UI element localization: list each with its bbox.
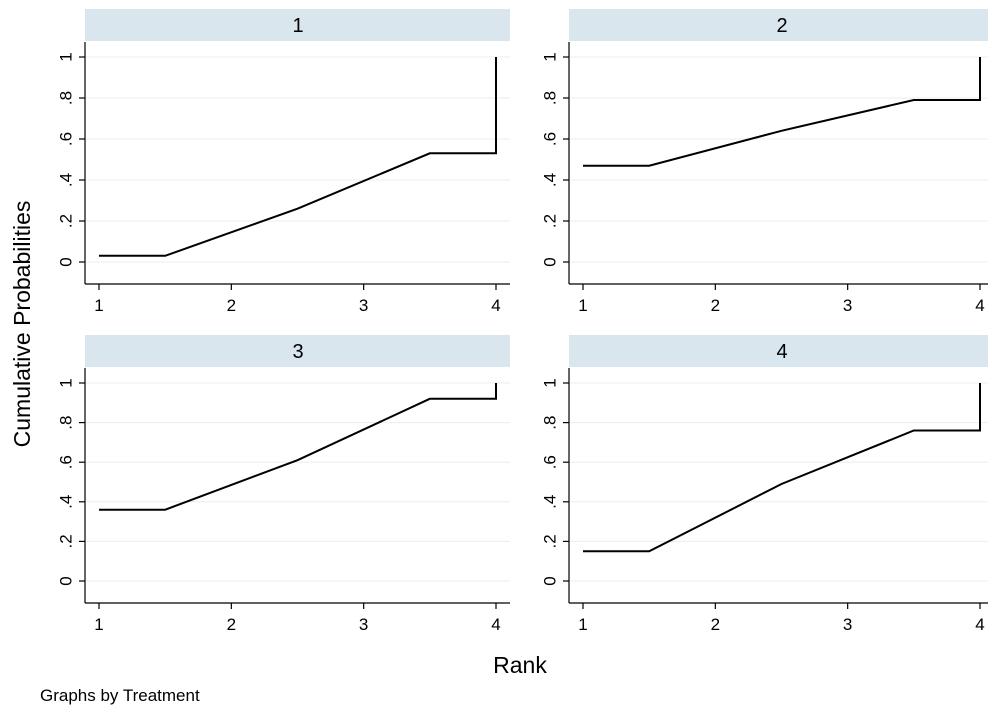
panel-strip [569, 9, 988, 41]
y-tick-label: 0 [57, 576, 76, 585]
cumulative-line [99, 57, 497, 257]
x-tick-label: 1 [94, 615, 103, 634]
y-tick-label: .6 [541, 132, 560, 146]
panel-3: 3 0 .2 .4 .6 .8 1 1 2 3 4 [57, 335, 510, 634]
cumulative-line [583, 383, 981, 553]
panel-2: 2 0 .2 .4 .6 .8 1 1 2 3 4 [541, 9, 988, 315]
y-tick-label: 0 [57, 257, 76, 266]
y-axis-title: Cumulative Probabilities [9, 201, 35, 448]
y-tick-label: .2 [57, 214, 76, 228]
panels-layer: 1 0 .2 .4 .6 .8 1 1 2 3 4 2 0 .2 .4 .6 .8 1 1 2 3 4 3 0 .2 .4 .6 .8… [57, 9, 988, 634]
x-tick-label: 3 [843, 296, 852, 315]
panel-title: 4 [776, 341, 787, 363]
y-tick-label: .8 [541, 91, 560, 105]
x-tick-label: 4 [491, 296, 500, 315]
x-tick-label: 3 [359, 296, 368, 315]
y-tick-label: .4 [541, 173, 560, 187]
y-tick-label: 0 [541, 576, 560, 585]
panel-strip [85, 335, 510, 367]
y-tick-label: .2 [541, 214, 560, 228]
y-tick-label: .2 [57, 534, 76, 548]
x-tick-label: 3 [359, 615, 368, 634]
x-tick-label: 4 [491, 615, 500, 634]
y-tick-label: .4 [57, 173, 76, 187]
x-tick-label: 1 [578, 615, 587, 634]
x-tick-label: 4 [975, 615, 984, 634]
panel-1: 1 0 .2 .4 .6 .8 1 1 2 3 4 [57, 9, 510, 315]
y-tick-label: .6 [541, 455, 560, 469]
panel-title: 2 [776, 15, 787, 37]
x-tick-label: 2 [711, 296, 720, 315]
y-tick-label: 1 [57, 52, 76, 61]
x-tick-label: 2 [227, 296, 236, 315]
y-tick-label: .8 [57, 416, 76, 430]
y-tick-label: .6 [57, 132, 76, 146]
panel-strip [85, 9, 510, 41]
graphs-by-note: Graphs by Treatment [40, 686, 200, 705]
y-tick-label: 1 [541, 52, 560, 61]
x-tick-label: 1 [94, 296, 103, 315]
y-tick-label: .2 [541, 534, 560, 548]
cumulative-line [583, 57, 981, 167]
cumulative-line [99, 383, 497, 511]
x-tick-label: 3 [843, 615, 852, 634]
panel-title: 1 [292, 15, 303, 37]
x-tick-label: 2 [227, 615, 236, 634]
y-tick-label: 1 [57, 378, 76, 387]
y-tick-label: .4 [541, 495, 560, 509]
y-tick-label: .8 [541, 416, 560, 430]
y-tick-label: .8 [57, 91, 76, 105]
x-tick-label: 2 [711, 615, 720, 634]
panel-strip [569, 335, 988, 367]
x-tick-label: 4 [975, 296, 984, 315]
panel-4: 4 0 .2 .4 .6 .8 1 1 2 3 4 [541, 335, 988, 634]
x-tick-label: 1 [578, 296, 587, 315]
y-tick-label: 1 [541, 378, 560, 387]
x-axis-title: Rank [493, 652, 547, 678]
y-tick-label: 0 [541, 257, 560, 266]
y-tick-label: .6 [57, 455, 76, 469]
panel-title: 3 [292, 341, 303, 363]
y-tick-label: .4 [57, 495, 76, 509]
